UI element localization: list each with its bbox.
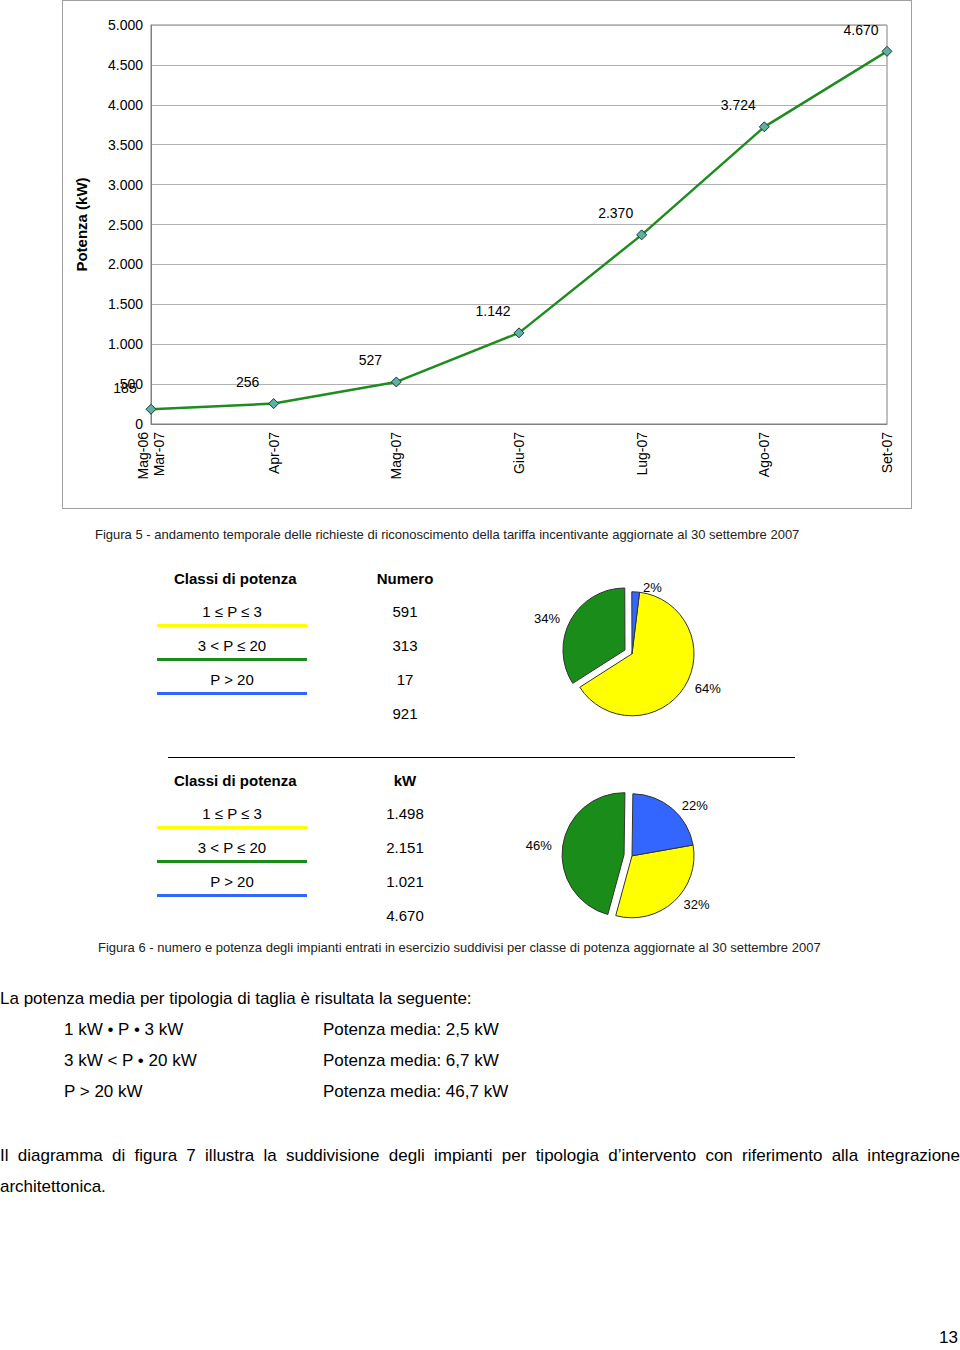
svg-text:Mag-06: Mag-06 bbox=[135, 432, 151, 480]
svg-text:1.142: 1.142 bbox=[475, 303, 510, 319]
svg-text:1.500: 1.500 bbox=[108, 296, 143, 312]
html-text:Potenza media: 46,7 kW: Potenza media: 46,7 kW bbox=[323, 1082, 509, 1101]
html-text:Figura 5 - andamento temporale: Figura 5 - andamento temporale delle ric… bbox=[95, 527, 800, 542]
html-text:3 < P ≤ 20: 3 < P ≤ 20 bbox=[197, 637, 267, 654]
svg-text:4.500: 4.500 bbox=[108, 57, 143, 73]
svg-text:Ago-07: Ago-07 bbox=[756, 432, 772, 477]
html-text:1 ≤ P ≤ 3: 1 ≤ P ≤ 3 bbox=[202, 805, 262, 822]
svg-text:2.500: 2.500 bbox=[108, 217, 143, 233]
html-text:Potenza media: 2,5 kW: Potenza media: 2,5 kW bbox=[323, 1020, 499, 1039]
html-text:3 < P ≤ 20: 3 < P ≤ 20 bbox=[197, 839, 267, 856]
html-text:1 ≤ P ≤ 3: 1 ≤ P ≤ 3 bbox=[202, 603, 262, 620]
html-text:17: 17 bbox=[396, 671, 414, 688]
html-text:13: 13 bbox=[939, 1328, 958, 1347]
html-text:Classi di potenza: Classi di potenza bbox=[174, 772, 297, 789]
html-text:1.021: 1.021 bbox=[386, 873, 424, 890]
html-text:La potenza media per tipologia: La potenza media per tipologia di taglia… bbox=[0, 989, 472, 1008]
svg-text:Giu-07: Giu-07 bbox=[511, 432, 527, 474]
svg-text:3.500: 3.500 bbox=[108, 137, 143, 153]
svg-text:64%: 64% bbox=[695, 681, 721, 696]
svg-text:22%: 22% bbox=[682, 798, 708, 813]
svg-text:2.370: 2.370 bbox=[598, 205, 633, 221]
svg-text:2.000: 2.000 bbox=[108, 256, 143, 272]
svg-text:0: 0 bbox=[135, 416, 143, 432]
svg-text:Apr-07: Apr-07 bbox=[266, 432, 282, 474]
svg-text:2%: 2% bbox=[643, 580, 662, 595]
html-text:P > 20: P > 20 bbox=[210, 873, 254, 890]
svg-text:Potenza (kW): Potenza (kW) bbox=[73, 177, 90, 271]
svg-text:Lug-07: Lug-07 bbox=[634, 432, 650, 476]
svg-text:34%: 34% bbox=[534, 611, 560, 626]
html-text:3 kW < P • 20 kW: 3 kW < P • 20 kW bbox=[64, 1051, 197, 1070]
html-text:Figura 6 - numero e potenza de: Figura 6 - numero e potenza degli impian… bbox=[98, 940, 821, 955]
svg-text:3.000: 3.000 bbox=[108, 177, 143, 193]
svg-text:1.000: 1.000 bbox=[108, 336, 143, 352]
svg-text:3.724: 3.724 bbox=[721, 97, 756, 113]
html-text:2.151: 2.151 bbox=[386, 839, 424, 856]
html-text:Classi di potenza: Classi di potenza bbox=[174, 570, 297, 587]
html-text:Potenza media: 6,7 kW: Potenza media: 6,7 kW bbox=[323, 1051, 499, 1070]
html-text:1.498: 1.498 bbox=[386, 805, 424, 822]
html-text:921: 921 bbox=[392, 705, 418, 722]
html-text:Numero: Numero bbox=[376, 570, 434, 587]
svg-text:527: 527 bbox=[359, 352, 383, 368]
svg-text:256: 256 bbox=[236, 374, 260, 390]
svg-text:46%: 46% bbox=[526, 838, 552, 853]
svg-text:185: 185 bbox=[113, 380, 137, 396]
html-text:4.670: 4.670 bbox=[386, 907, 424, 924]
svg-text:5.000: 5.000 bbox=[108, 17, 143, 33]
html-text:kW: kW bbox=[393, 772, 417, 789]
svg-text:Set-07: Set-07 bbox=[879, 432, 895, 473]
html-text:P > 20 kW: P > 20 kW bbox=[64, 1082, 143, 1101]
svg-text:4.670: 4.670 bbox=[843, 22, 878, 38]
svg-text:Mar-07: Mar-07 bbox=[151, 432, 167, 477]
html-text:1 kW • P • 3 kW: 1 kW • P • 3 kW bbox=[64, 1020, 184, 1039]
html-text:313: 313 bbox=[392, 637, 418, 654]
svg-text:Mag-07: Mag-07 bbox=[388, 432, 404, 480]
svg-text:4.000: 4.000 bbox=[108, 97, 143, 113]
svg-text:32%: 32% bbox=[684, 897, 710, 912]
html-text:Il diagramma di figura 7 illus: Il diagramma di figura 7 illustra la sud… bbox=[0, 1146, 960, 1196]
html-text:P > 20: P > 20 bbox=[210, 671, 254, 688]
html-text:591: 591 bbox=[392, 603, 418, 620]
